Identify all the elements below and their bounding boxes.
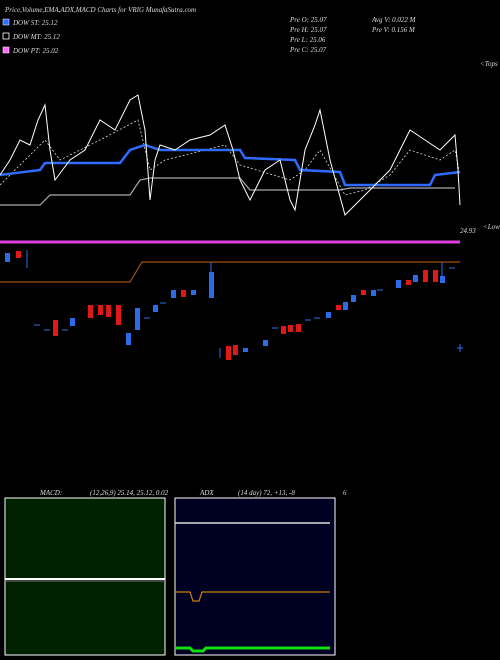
adx-params: (14 day) 72, +13, -8 — [238, 489, 295, 497]
candle — [5, 253, 10, 262]
blue-line — [0, 143, 461, 187]
candle — [126, 333, 131, 345]
candles — [5, 250, 463, 360]
stat: Pre H: 25.07 — [289, 26, 327, 34]
candle — [16, 251, 21, 258]
macd-params: (12,26,9) 25.14, 25.12, 0.02 — [90, 489, 169, 497]
candle — [70, 318, 75, 326]
candle — [440, 276, 445, 283]
macd-panel — [4, 497, 166, 656]
adx-extra: 6 — [343, 489, 347, 497]
candle — [343, 302, 348, 310]
stat: Pre V: 0.156 M — [371, 26, 416, 34]
candle — [88, 305, 93, 318]
candle — [281, 326, 286, 334]
candle — [53, 320, 58, 336]
candle — [413, 275, 418, 282]
title: Price,Volume,EMA,ADX,MACD Charts for VRI… — [4, 6, 196, 14]
candle — [433, 270, 438, 282]
gray-line — [0, 177, 455, 206]
minus-di-line — [175, 591, 330, 602]
legend-label: DOW MT: 25.12 — [12, 33, 60, 41]
plus-di-line — [175, 646, 330, 653]
tops-label: <Tops — [480, 60, 498, 68]
last-price: 24.93 — [460, 227, 476, 235]
candle — [191, 290, 196, 295]
candle — [153, 305, 158, 312]
legend-swatch — [2, 18, 10, 26]
candle — [209, 272, 214, 298]
candle — [135, 308, 140, 330]
candle — [181, 290, 186, 297]
legend-swatch — [2, 32, 10, 40]
candle — [243, 348, 248, 352]
candle — [98, 305, 103, 315]
stat: Pre O: 25.07 — [289, 16, 327, 24]
candle — [116, 305, 121, 325]
candle — [396, 280, 401, 288]
candle — [423, 270, 428, 282]
stat: Avg V: 0.022 M — [371, 16, 417, 24]
adx-panel — [174, 497, 336, 656]
candle — [263, 340, 268, 346]
legend: DOW ST: 25.12 DOW MT: 25.12 DOW PT: 25.0… — [2, 18, 60, 55]
dashed-line — [0, 119, 461, 196]
price-panel — [0, 94, 461, 283]
candle — [336, 305, 341, 310]
macd-label: MACD: — [39, 489, 62, 497]
candle — [371, 290, 376, 296]
candle — [233, 345, 238, 355]
stat: Pre L: 25.06 — [289, 36, 326, 44]
stat: Pre C: 25.07 — [289, 46, 327, 54]
candle — [288, 325, 293, 332]
legend-swatch — [2, 46, 10, 54]
legend-label: DOW PT: 25.02 — [12, 47, 59, 55]
candle — [406, 280, 411, 285]
adx-label: ADX — [199, 489, 214, 497]
candle — [326, 312, 331, 318]
candle — [296, 324, 301, 332]
candle — [106, 305, 111, 317]
legend-label: DOW ST: 25.12 — [12, 19, 58, 27]
candle — [226, 346, 231, 360]
price-line — [0, 94, 461, 216]
candle — [171, 290, 176, 298]
brown-line — [0, 261, 460, 283]
candle — [361, 290, 366, 295]
lows-label: <Lows — [483, 223, 500, 231]
candle — [351, 295, 356, 302]
